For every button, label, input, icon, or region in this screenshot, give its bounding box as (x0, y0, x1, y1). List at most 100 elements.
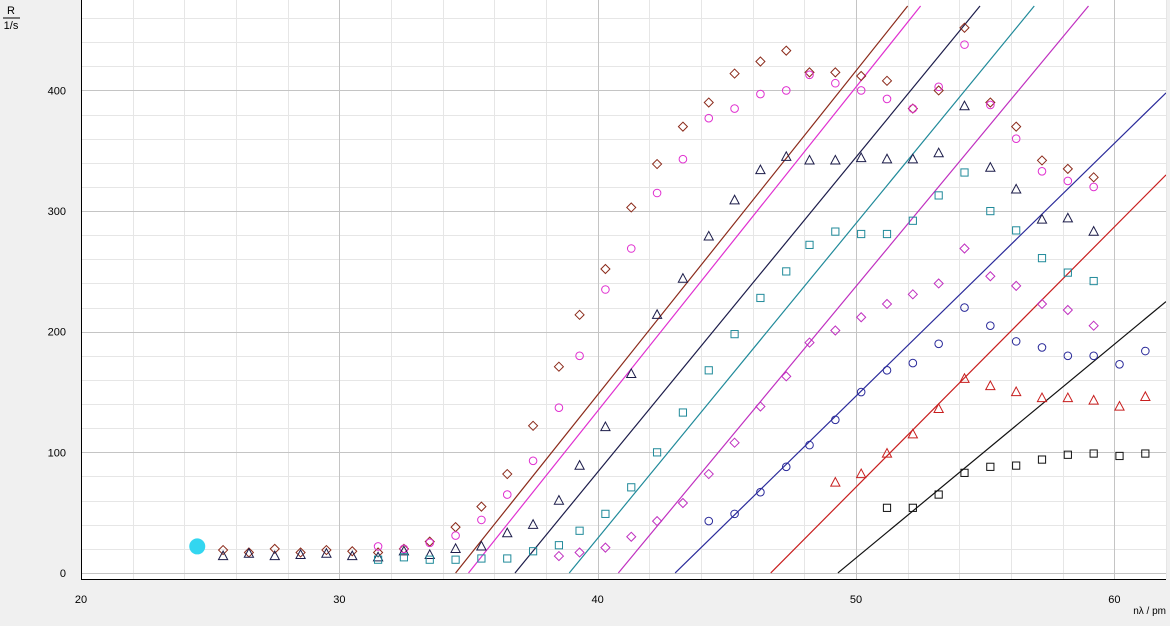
data-point-series-2[interactable] (451, 531, 460, 540)
data-point-series-2[interactable] (575, 351, 584, 361)
data-point-series-1[interactable] (372, 547, 384, 558)
data-point-series-1[interactable] (985, 97, 996, 108)
data-point-series-2[interactable] (425, 538, 435, 548)
data-point-series-3[interactable] (295, 548, 307, 559)
data-point-series-6[interactable] (1115, 359, 1124, 369)
data-point-series-1[interactable] (1036, 155, 1048, 166)
data-point-series-3[interactable] (1062, 212, 1074, 223)
data-point-series-2[interactable] (756, 89, 765, 99)
data-point-series-6[interactable] (831, 415, 840, 425)
data-point-series-5[interactable] (1088, 320, 1099, 331)
data-point-series-3[interactable] (574, 459, 586, 470)
data-point-series-3[interactable] (1088, 225, 1100, 236)
data-point-series-2[interactable] (856, 86, 866, 95)
data-point-series-1[interactable] (1062, 163, 1074, 175)
data-point-series-2[interactable] (805, 70, 814, 80)
data-point-series-3[interactable] (501, 527, 513, 538)
data-point-series-4[interactable] (451, 555, 460, 564)
data-point-series-3[interactable] (984, 161, 996, 172)
data-point-series-2[interactable] (781, 86, 791, 95)
data-point-series-4[interactable] (554, 541, 564, 550)
data-point-series-7[interactable] (984, 379, 996, 391)
data-point-series-4[interactable] (477, 554, 486, 563)
data-point-series-5[interactable] (729, 437, 740, 448)
data-point-series-4[interactable] (652, 448, 662, 457)
data-point-series-5[interactable] (677, 497, 689, 509)
data-point-series-1[interactable] (1010, 121, 1022, 132)
data-point-series-5[interactable] (933, 278, 944, 289)
data-point-series-7[interactable] (907, 428, 919, 439)
data-point-series-3[interactable] (243, 547, 255, 558)
data-point-series-2[interactable] (678, 154, 688, 164)
data-point-series-6[interactable] (1037, 343, 1047, 352)
data-point-series-3[interactable] (320, 547, 332, 558)
data-point-series-4[interactable] (373, 555, 383, 564)
data-point-series-1[interactable] (476, 501, 487, 512)
data-point-series-4[interactable] (528, 547, 538, 556)
data-point-series-8[interactable] (1063, 450, 1072, 459)
data-point-series-5[interactable] (703, 468, 714, 480)
data-point-series-1[interactable] (781, 45, 792, 56)
data-point-series-3[interactable] (855, 151, 867, 163)
data-point-series-2[interactable] (528, 456, 538, 466)
data-point-series-3[interactable] (217, 550, 229, 561)
data-point-series-1[interactable] (830, 67, 841, 78)
data-point-series-1[interactable] (651, 158, 663, 170)
data-point-series-4[interactable] (782, 267, 791, 276)
data-point-series-1[interactable] (881, 75, 893, 87)
data-point-series-1[interactable] (959, 22, 970, 33)
data-point-series-1[interactable] (703, 97, 714, 108)
data-point-series-4[interactable] (601, 509, 610, 518)
data-point-series-2[interactable] (1089, 182, 1098, 192)
data-point-series-2[interactable] (934, 82, 943, 92)
data-point-series-5[interactable] (907, 289, 919, 300)
data-point-series-3[interactable] (780, 150, 792, 161)
data-point-series-8[interactable] (960, 468, 969, 477)
data-point-series-6[interactable] (856, 387, 866, 397)
data-point-series-5[interactable] (781, 371, 792, 382)
data-point-series-1[interactable] (804, 67, 815, 78)
data-point-series-5[interactable] (881, 298, 893, 310)
data-point-series-7[interactable] (855, 467, 867, 479)
data-point-series-1[interactable] (347, 546, 358, 557)
data-point-series-1[interactable] (755, 56, 766, 67)
data-point-series-8[interactable] (986, 462, 995, 471)
data-point-series-4[interactable] (831, 227, 840, 236)
data-point-series-2[interactable] (1063, 176, 1073, 186)
data-point-series-3[interactable] (907, 153, 919, 164)
data-point-series-3[interactable] (450, 542, 462, 553)
data-point-series-1[interactable] (527, 420, 539, 432)
data-point-series-3[interactable] (933, 147, 945, 158)
data-point-series-5[interactable] (1036, 298, 1048, 310)
data-point-series-8[interactable] (934, 490, 943, 499)
data-point-series-7[interactable] (881, 447, 893, 458)
data-point-series-2[interactable] (1011, 134, 1021, 144)
data-point-series-6[interactable] (934, 339, 943, 349)
data-point-series-6[interactable] (781, 462, 791, 472)
data-point-series-4[interactable] (1089, 276, 1098, 286)
data-point-series-1[interactable] (321, 544, 332, 556)
data-point-series-3[interactable] (754, 164, 766, 175)
data-point-series-7[interactable] (1139, 390, 1151, 401)
data-point-series-3[interactable] (651, 308, 663, 319)
data-point-series-5[interactable] (985, 271, 996, 282)
data-point-series-5[interactable] (755, 401, 766, 412)
data-point-series-3[interactable] (1036, 213, 1048, 224)
data-point-series-5[interactable] (574, 547, 585, 558)
data-point-series-5[interactable] (1010, 280, 1022, 292)
data-point-series-4[interactable] (934, 191, 943, 200)
data-point-series-4[interactable] (756, 293, 765, 303)
data-point-series-5[interactable] (600, 542, 611, 553)
data-point-series-2[interactable] (1037, 166, 1047, 176)
data-point-series-1[interactable] (269, 543, 280, 555)
data-point-series-2[interactable] (908, 104, 918, 113)
data-point-series-4[interactable] (908, 216, 917, 225)
data-point-series-4[interactable] (425, 555, 434, 564)
data-point-series-1[interactable] (677, 121, 689, 132)
data-point-series-3[interactable] (881, 153, 893, 164)
data-point-series-7[interactable] (1114, 400, 1125, 411)
data-point-series-7[interactable] (829, 476, 841, 487)
data-point-series-1[interactable] (217, 544, 229, 556)
data-point-series-4[interactable] (805, 240, 814, 249)
data-point-series-3[interactable] (346, 550, 358, 561)
